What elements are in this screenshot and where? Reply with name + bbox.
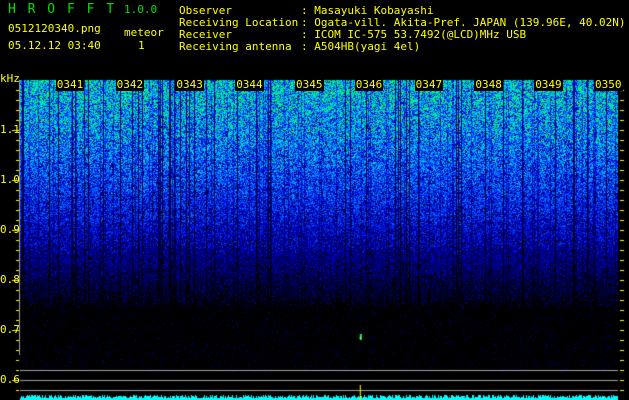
app-title: H R O F F T [8,2,117,17]
x-tick-label: 0341 [55,78,85,91]
y-tick-label: 1.1 [0,123,20,136]
x-tick-label: 0342 [115,78,145,91]
x-tick-label: 0344 [235,78,264,91]
info-label: Receiving Location [179,16,299,29]
y-tick-label: 0.9 [0,223,20,236]
info-label: Receiver [179,28,232,41]
info-value: : Ogata-vill. Akita-Pref. JAPAN (139.96E… [301,16,626,29]
x-tick-label: 0343 [175,78,204,91]
datetime: 05.12.12 03:40 [8,39,101,52]
info-value: : ICOM IC-575 53.7492(@LCD)MHz USB [301,28,527,41]
y-axis-label: kHz [0,72,20,85]
app-version: 1.0.0 [124,3,158,16]
info-value: : Masayuki Kobayashi [301,4,434,17]
meteor-count: 1 [138,39,145,52]
x-tick-label: 0348 [474,78,503,91]
meteor-label: meteor [124,26,164,39]
y-tick-label: 0.6 [0,373,20,386]
info-label: Receiving antenna [179,40,292,53]
y-tick-label: 1.0 [0,173,20,186]
x-tick-label: 0345 [295,78,324,91]
x-tick-label: 0350 [594,78,623,91]
x-tick-label: 0347 [414,78,444,91]
x-tick-label: 0346 [354,78,384,91]
x-tick-label: 0349 [534,78,563,91]
info-label: Observer [179,4,232,17]
info-value: : A504HB(yagi 4el) [301,40,421,53]
filename: 0512120340.png [8,22,101,35]
y-tick-label: 0.7 [0,323,20,336]
y-tick-label: 0.8 [0,273,20,286]
